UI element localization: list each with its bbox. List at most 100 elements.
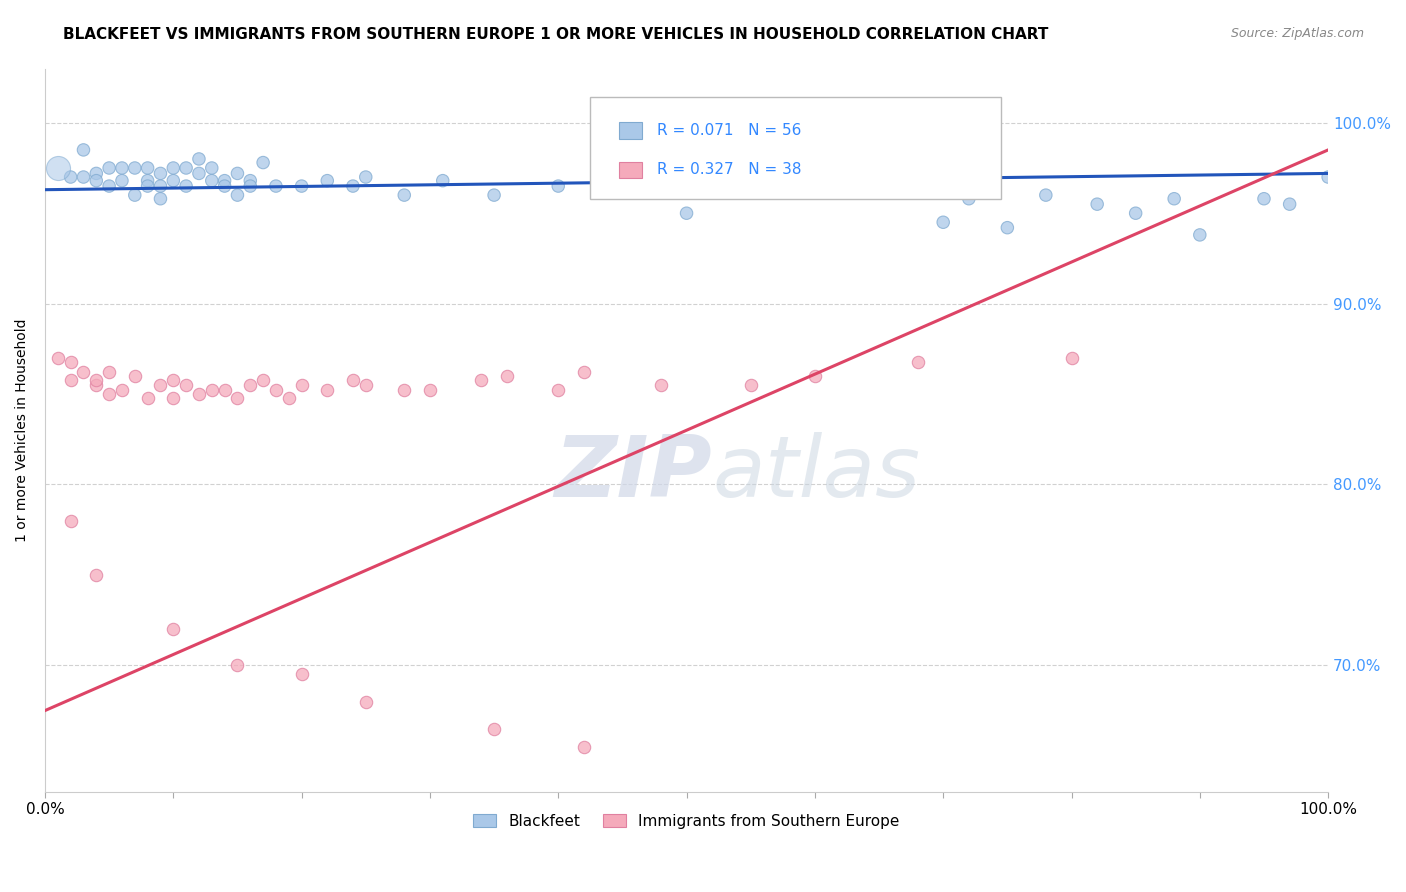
Point xyxy=(59,354,82,368)
Point xyxy=(572,739,595,754)
Point xyxy=(149,166,172,180)
Point xyxy=(264,384,287,398)
Point xyxy=(162,622,184,636)
Point xyxy=(111,174,134,188)
Text: atlas: atlas xyxy=(713,432,920,516)
Point xyxy=(124,188,146,202)
Point xyxy=(239,174,262,188)
Point xyxy=(932,215,955,229)
Point xyxy=(252,373,274,387)
Point xyxy=(174,378,197,392)
Point xyxy=(149,192,172,206)
Point xyxy=(354,694,377,708)
Point xyxy=(46,161,69,175)
FancyBboxPatch shape xyxy=(619,122,641,139)
Text: BLACKFEET VS IMMIGRANTS FROM SOUTHERN EUROPE 1 OR MORE VEHICLES IN HOUSEHOLD COR: BLACKFEET VS IMMIGRANTS FROM SOUTHERN EU… xyxy=(63,27,1049,42)
Point xyxy=(136,161,159,175)
Point xyxy=(394,384,416,398)
Point xyxy=(316,384,339,398)
Point xyxy=(995,220,1018,235)
Point xyxy=(572,365,595,379)
Point xyxy=(547,384,569,398)
Point xyxy=(804,369,827,384)
Text: R = 0.071   N = 56: R = 0.071 N = 56 xyxy=(657,123,801,138)
Point xyxy=(1085,197,1108,211)
Point xyxy=(252,155,274,169)
Point xyxy=(226,188,249,202)
Point xyxy=(174,179,197,194)
FancyBboxPatch shape xyxy=(619,161,641,178)
Point xyxy=(907,354,929,368)
Point xyxy=(149,179,172,194)
Point xyxy=(316,174,339,188)
Point xyxy=(1317,169,1340,184)
Point xyxy=(226,391,249,405)
Point xyxy=(1163,192,1185,206)
Point xyxy=(226,166,249,180)
Point xyxy=(1188,227,1211,242)
Point xyxy=(291,378,314,392)
Y-axis label: 1 or more Vehicles in Household: 1 or more Vehicles in Household xyxy=(15,318,30,542)
Point xyxy=(162,391,184,405)
Point xyxy=(291,179,314,194)
Point xyxy=(72,365,94,379)
Point xyxy=(201,384,224,398)
Point xyxy=(84,378,107,392)
Point xyxy=(470,373,492,387)
Point xyxy=(342,179,364,194)
Text: R = 0.327   N = 38: R = 0.327 N = 38 xyxy=(657,162,801,178)
Point xyxy=(675,206,697,220)
Point xyxy=(124,369,146,384)
Point xyxy=(394,188,416,202)
Point xyxy=(1278,197,1301,211)
Point xyxy=(201,174,224,188)
Point xyxy=(124,161,146,175)
Point xyxy=(136,174,159,188)
Point xyxy=(214,179,236,194)
Text: Source: ZipAtlas.com: Source: ZipAtlas.com xyxy=(1230,27,1364,40)
Point xyxy=(354,378,377,392)
Point xyxy=(432,174,454,188)
Point xyxy=(496,369,519,384)
Point xyxy=(98,365,121,379)
Point xyxy=(59,169,82,184)
Point xyxy=(239,378,262,392)
Legend: Blackfeet, Immigrants from Southern Europe: Blackfeet, Immigrants from Southern Euro… xyxy=(467,807,905,835)
Point xyxy=(637,174,659,188)
Point xyxy=(188,387,211,401)
Point xyxy=(354,169,377,184)
Point xyxy=(957,192,980,206)
FancyBboxPatch shape xyxy=(591,97,1001,199)
Point xyxy=(72,169,94,184)
Point xyxy=(650,378,672,392)
Text: ZIP: ZIP xyxy=(554,432,713,516)
Point xyxy=(59,514,82,528)
Point xyxy=(1253,192,1275,206)
Point xyxy=(111,384,134,398)
Point xyxy=(264,179,287,194)
Point xyxy=(239,179,262,194)
Point xyxy=(84,568,107,582)
Point xyxy=(226,658,249,673)
Point xyxy=(1125,206,1147,220)
Point xyxy=(214,174,236,188)
Point xyxy=(188,166,211,180)
Point xyxy=(98,179,121,194)
Point xyxy=(214,384,236,398)
Point xyxy=(419,384,441,398)
Point xyxy=(136,179,159,194)
Point xyxy=(1060,351,1083,365)
Point xyxy=(46,351,69,365)
Point xyxy=(98,161,121,175)
Point xyxy=(72,143,94,157)
Point xyxy=(342,373,364,387)
Point xyxy=(174,161,197,175)
Point xyxy=(84,166,107,180)
Point xyxy=(59,373,82,387)
Point xyxy=(162,373,184,387)
Point xyxy=(149,378,172,392)
Point xyxy=(1035,188,1057,202)
Point xyxy=(547,179,569,194)
Point xyxy=(98,387,121,401)
Point xyxy=(188,152,211,166)
